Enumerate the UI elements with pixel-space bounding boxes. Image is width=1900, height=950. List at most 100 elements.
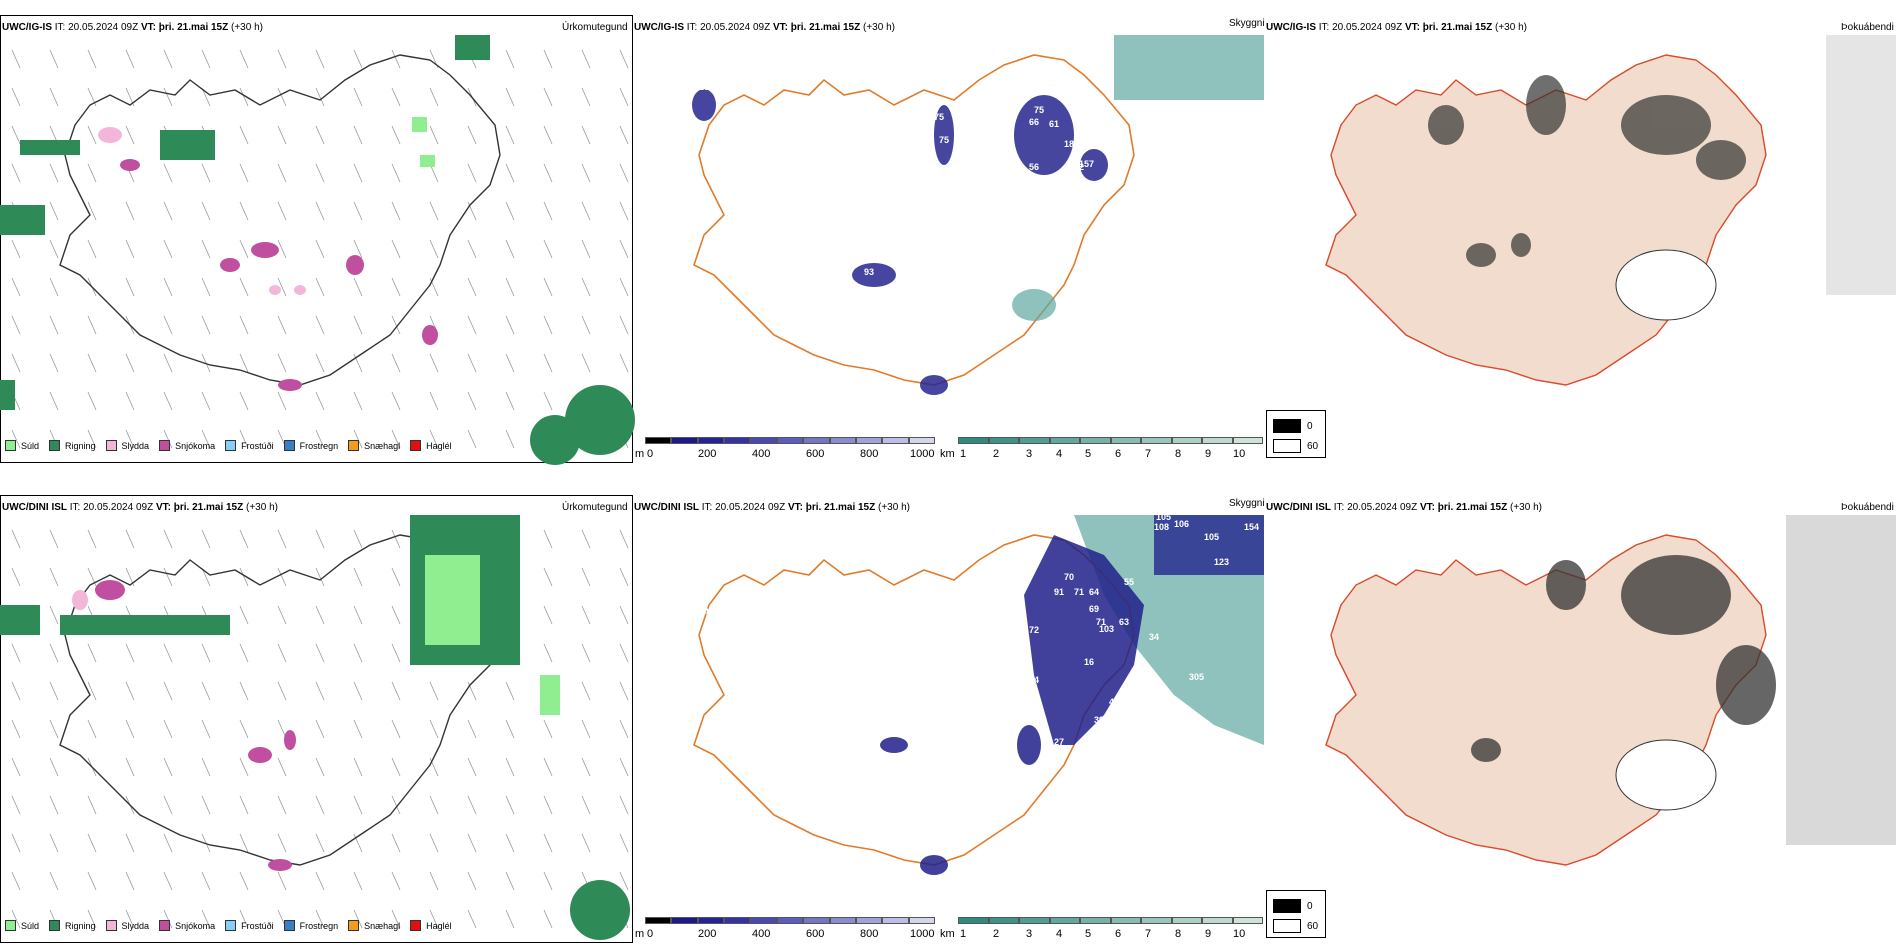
wind-barb <box>87 353 97 373</box>
wind-barb <box>49 605 59 625</box>
wind-barb <box>11 643 21 663</box>
visibility-value-label: 85 <box>1094 104 1104 114</box>
wind-barb <box>353 529 363 549</box>
fog-dark-areas <box>1471 555 1776 762</box>
visibility-value-label: 40 <box>704 607 714 617</box>
wind-barb <box>619 567 629 587</box>
wind-barb <box>543 87 553 107</box>
visibility-value-label: 27 <box>1054 737 1064 747</box>
wind-barb <box>429 87 439 107</box>
precip-drizzle <box>425 555 560 715</box>
colorbar-segment <box>671 917 698 924</box>
colorbar-segment <box>671 437 698 444</box>
wind-barb <box>277 87 287 107</box>
legend-swatch <box>159 440 171 451</box>
model-name: UWC/DINI ISL <box>634 502 699 513</box>
wind-barb <box>353 125 363 145</box>
wind-barb <box>619 757 629 777</box>
wind-barb <box>353 833 363 853</box>
visibility-value-label: 61 <box>1049 119 1059 129</box>
wind-barb <box>163 353 173 373</box>
wind-barb <box>11 909 21 929</box>
cbar-km-tick: 4 <box>1056 928 1063 940</box>
wind-barb <box>543 315 553 335</box>
wind-barb <box>429 757 439 777</box>
cbar-km-unit: km <box>940 448 955 460</box>
legend-label: Snæhagl <box>364 440 401 451</box>
wind-barb <box>201 315 211 335</box>
it-label: IT: <box>701 502 713 513</box>
wind-barb <box>87 643 97 663</box>
cbar-m-tick: 600 <box>806 928 825 940</box>
visibility-value-label: 72 <box>1029 625 1039 635</box>
wind-barb <box>11 315 21 335</box>
it-label: IT: <box>1333 502 1345 513</box>
colorbar-segment <box>1202 437 1233 444</box>
wind-barb <box>201 529 211 549</box>
wind-barb <box>87 391 97 411</box>
lead-time: (+30 h) <box>1495 22 1527 33</box>
legend-item-2: Slydda <box>105 920 150 931</box>
cbar-m-tick: 400 <box>752 928 771 940</box>
visibility-value-label: 48 <box>1109 697 1119 707</box>
legend-label: Snjókoma <box>175 920 216 931</box>
fog-legend: 0 60 <box>1266 890 1326 938</box>
wind-barb <box>619 681 629 701</box>
cbar-m-tick: 0 <box>647 928 654 940</box>
it-value: 20.05.2024 09Z <box>1347 502 1418 513</box>
wind-barb <box>87 871 97 891</box>
wind-barb <box>505 681 515 701</box>
colorbar-segment <box>1110 437 1141 444</box>
wind-barb <box>239 795 249 815</box>
wind-barb <box>49 277 59 297</box>
wind-barb <box>11 529 21 549</box>
wind-barb <box>315 239 325 259</box>
visibility-value-label: 105 <box>1204 532 1219 542</box>
legend-label: Slydda <box>121 920 150 931</box>
cbar-m-tick: 200 <box>698 448 717 460</box>
wind-barb <box>201 871 211 891</box>
cbar-km-tick: 8 <box>1175 928 1182 940</box>
model-name: UWC/DINI ISL <box>2 502 67 513</box>
cbar-km-tick: 9 <box>1205 928 1212 940</box>
wind-barb <box>125 49 135 69</box>
wind-barb <box>239 719 249 739</box>
iceland-outline <box>59 54 501 386</box>
wind-barb <box>163 391 173 411</box>
wind-barb <box>543 201 553 221</box>
wind-barb <box>11 429 21 449</box>
colorbar-segment <box>988 437 1019 444</box>
wind-barb <box>467 795 477 815</box>
wind-barb <box>353 353 363 373</box>
wind-barb <box>49 239 59 259</box>
fog-legend-label-0: 0 <box>1307 901 1313 912</box>
wind-barb <box>505 201 515 221</box>
wind-barb <box>353 429 363 449</box>
wind-barb <box>353 87 363 107</box>
fog-swatch-0 <box>1273 899 1301 913</box>
wind-barb <box>467 315 477 335</box>
colorbar-segment <box>645 917 672 924</box>
wind-barb <box>163 757 173 777</box>
wind-barb <box>239 125 249 145</box>
wind-barb <box>353 239 363 259</box>
wind-barb <box>467 125 477 145</box>
wind-barb <box>163 87 173 107</box>
row2-colorbar-km <box>958 917 1263 924</box>
cbar-m-tick: 800 <box>860 928 879 940</box>
lead-time: (+30 h) <box>246 502 278 513</box>
wind-barb <box>429 239 439 259</box>
row1-precip-header: UWC/IG-IS IT: 20.05.2024 09Z VT: þri. 21… <box>2 22 263 34</box>
wind-barb <box>391 125 401 145</box>
wind-barb <box>581 643 591 663</box>
visibility-value-label: 46 <box>884 252 894 262</box>
wind-barb <box>505 871 515 891</box>
precip-legend: Súld Rigning Slydda Snjókoma Frostúði Fr… <box>5 920 452 931</box>
legend-swatch <box>410 920 422 931</box>
wind-barb <box>11 353 21 373</box>
visibility-value-label: 103 <box>1099 624 1114 634</box>
visibility-value-label: 152 <box>1034 82 1049 92</box>
wind-barb <box>315 605 325 625</box>
vt-label: VT: <box>155 502 171 513</box>
cbar-km-tick: 5 <box>1085 928 1092 940</box>
